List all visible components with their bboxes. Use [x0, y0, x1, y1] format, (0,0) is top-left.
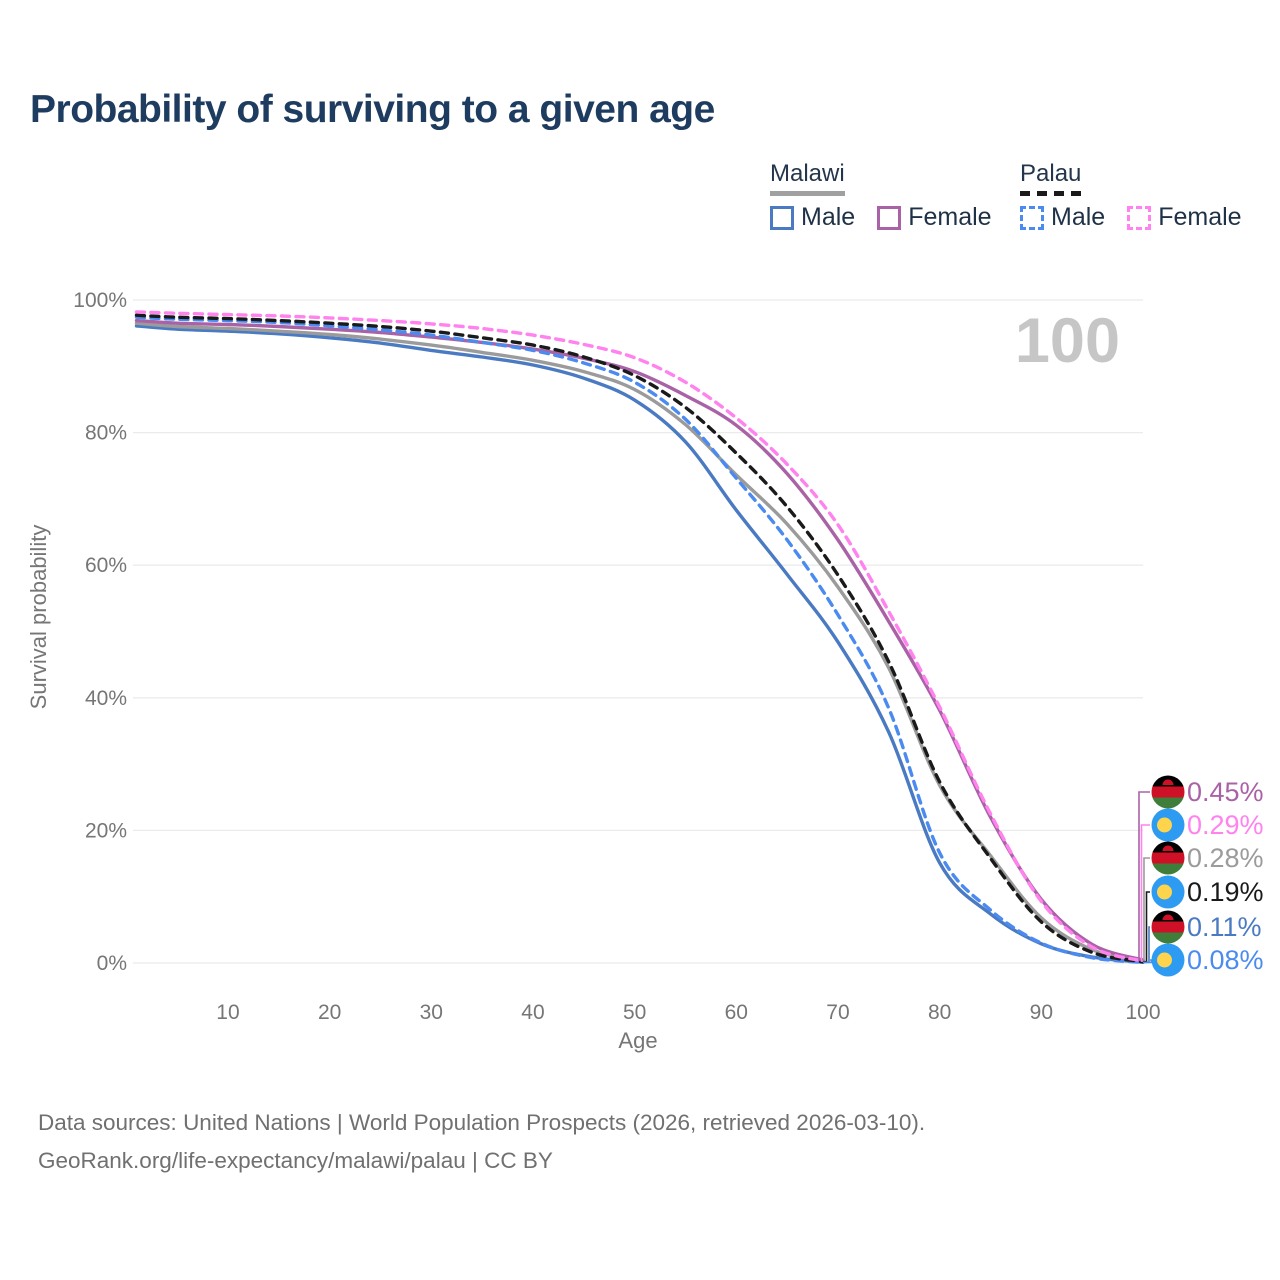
data-source-note: Data sources: United Nations | World Pop… — [38, 1104, 925, 1180]
endpoint-connector — [1143, 959, 1153, 964]
legend-country-malawi[interactable]: Malawi — [770, 160, 845, 196]
palau-male-swatch-icon — [1020, 205, 1044, 230]
endpoint-value-label: 0.28% — [1187, 843, 1264, 873]
x-tick-label: 30 — [420, 1001, 443, 1024]
legend-item-label: Male — [1051, 203, 1106, 231]
malawi-female-swatch-icon — [877, 205, 902, 230]
endpoint-value-label: 0.19% — [1187, 877, 1264, 907]
x-tick-label: 100 — [1125, 1001, 1160, 1024]
y-tick-label: 20% — [85, 819, 127, 842]
malawi-flag-icon — [1151, 910, 1185, 944]
palau-flag-icon — [1151, 808, 1185, 842]
endpoint-value-label: 0.45% — [1187, 777, 1264, 807]
page-title: Probability of surviving to a given age — [30, 88, 715, 131]
y-tick-label: 100% — [73, 289, 127, 312]
malawi-male-swatch-icon — [770, 205, 794, 230]
legend-country-palau[interactable]: Palau — [1020, 160, 1082, 196]
x-tick-label: 90 — [1030, 1001, 1053, 1024]
endpoint-value-label: 0.08% — [1187, 945, 1264, 975]
x-tick-label: 70 — [826, 1001, 849, 1024]
series-line-malawi-all[interactable] — [134, 321, 1145, 963]
x-tick-label: 50 — [623, 1001, 646, 1024]
legend-item-label: Female — [908, 203, 992, 231]
endpoint-connector — [1140, 824, 1150, 962]
source-line-1: Data sources: United Nations | World Pop… — [38, 1110, 926, 1135]
source-line-2: GeoRank.org/life-expectancy/malawi/palau… — [38, 1148, 553, 1173]
x-tick-label: 80 — [928, 1001, 951, 1024]
y-tick-label: 0% — [97, 952, 127, 975]
legend-item-malawi-male[interactable]: Male — [770, 203, 855, 232]
y-tick-label: 80% — [85, 422, 127, 445]
series-line-malawi-female[interactable] — [134, 318, 1145, 962]
malawi-flag-icon — [1151, 775, 1185, 809]
endpoint-value-label: 0.29% — [1187, 810, 1264, 840]
endpoint-value-label: 0.11% — [1187, 912, 1262, 942]
palau-flag-icon — [1151, 943, 1185, 977]
y-axis-title: Survival probability — [26, 525, 51, 710]
legend-item-palau-male[interactable]: Male — [1020, 203, 1105, 232]
x-tick-label: 20 — [318, 1001, 341, 1024]
palau-female-swatch-icon — [1127, 205, 1152, 230]
x-tick-label: 10 — [216, 1001, 239, 1024]
series-line-palau-all[interactable] — [134, 313, 1145, 964]
legend-item-label: Male — [801, 203, 856, 231]
x-axis-title: Age — [618, 1028, 657, 1053]
y-tick-label: 40% — [85, 687, 127, 710]
legend-item-label: Female — [1158, 203, 1242, 231]
x-tick-label: 60 — [725, 1001, 748, 1024]
y-tick-label: 60% — [85, 554, 127, 577]
series-line-palau-male[interactable] — [134, 315, 1145, 965]
palau-flag-icon — [1151, 875, 1185, 909]
malawi-flag-icon — [1151, 841, 1185, 875]
series-line-malawi-male[interactable] — [134, 324, 1145, 964]
x-tick-label: 40 — [521, 1001, 544, 1024]
legend-group-malawi: Malawi Male Female — [770, 160, 1014, 232]
legend-group-palau: Palau Male Female — [1020, 160, 1264, 232]
legend-item-malawi-female[interactable]: Female — [877, 203, 992, 232]
legend-item-palau-female[interactable]: Female — [1127, 203, 1242, 232]
age-watermark: 100 — [1015, 306, 1120, 376]
series-line-palau-female[interactable] — [134, 310, 1145, 963]
